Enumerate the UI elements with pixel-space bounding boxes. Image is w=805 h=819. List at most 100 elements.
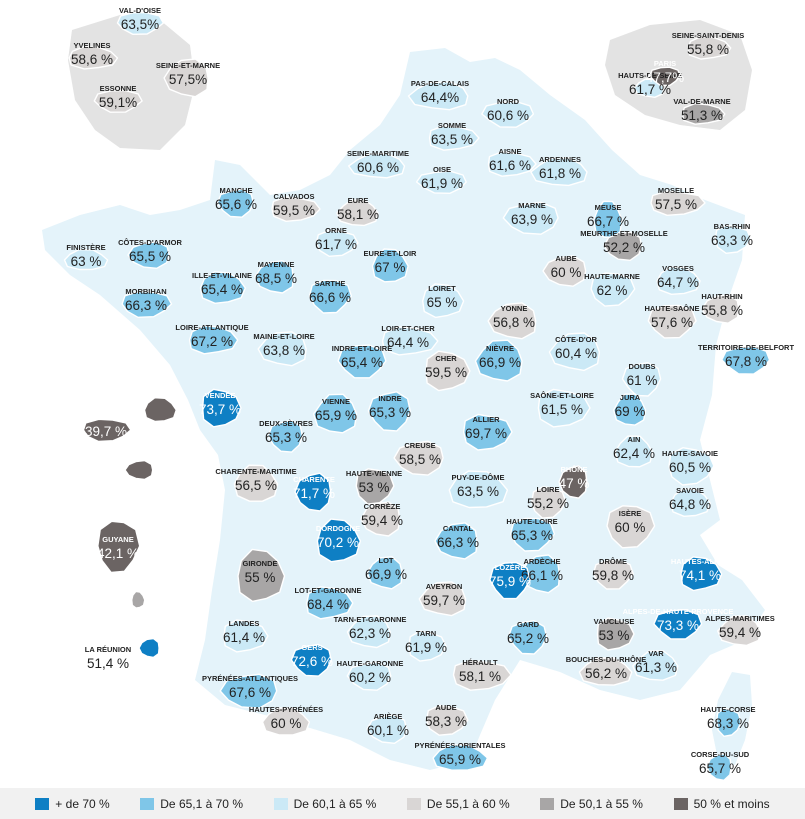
legend-swatch: [406, 797, 421, 810]
departement-shape: [82, 418, 132, 443]
departement-shape: [542, 255, 587, 287]
departement-shape: [687, 35, 732, 60]
departement-shape: [670, 488, 711, 517]
departement-name: CHARENTE-MARITIME: [215, 467, 296, 476]
map-labels: VAL-D'OISE 63,5% YVELINES 58,6 % SEINE-ET-MA…: [66, 6, 794, 776]
departement-shape: [452, 659, 512, 691]
departement-name: TARN: [416, 629, 436, 638]
departement-value: 52,2 %: [603, 240, 645, 255]
departement-name: MAYENNE: [258, 260, 295, 269]
departement-shape: [216, 188, 255, 218]
legend-item: De 65,1 à 70 %: [140, 797, 243, 811]
departement-value: 62,3 %: [349, 626, 391, 641]
departement-name: ISÈRE: [619, 509, 642, 518]
departement-shape: [418, 581, 467, 617]
departement-value: 56,8 %: [493, 315, 535, 330]
departement-value: 68,5 %: [255, 271, 297, 286]
departement-shape: [590, 272, 636, 307]
departement-shape: [336, 199, 379, 227]
departement-shape: [425, 350, 471, 392]
departement-value: 66,1 %: [521, 568, 563, 583]
departement-name: DRÔME: [599, 557, 627, 566]
departement-value: 61,9 %: [421, 176, 463, 191]
departement-shape: [121, 291, 173, 318]
departement-name: AUDE: [435, 703, 456, 712]
departement-value: 65,9 %: [439, 752, 481, 767]
departement-shape: [124, 459, 154, 481]
departement-shape: [463, 413, 513, 451]
departement-value: 70,2 %: [317, 535, 359, 550]
departement-shape: [656, 266, 701, 295]
departement-shape: [422, 283, 465, 319]
departement-value: 64,4 %: [387, 335, 429, 350]
departement-value: 47,7%: [646, 70, 684, 85]
departement-value: 58,5 %: [399, 452, 441, 467]
departement-name: ARDENNES: [539, 155, 581, 164]
departement-name: DOUBS: [628, 362, 655, 371]
departement-value: 66,3 %: [437, 535, 479, 550]
departement-name: CÔTES-D'ARMOR: [118, 238, 182, 247]
departement-value: 58,1 %: [459, 669, 501, 684]
departement-name: MEUSE: [595, 203, 622, 212]
departement-name: JURA: [620, 393, 641, 402]
departement-name: LOT-ET-GARONNE: [294, 586, 361, 595]
departement-name: MAINE-ET-LOIRE: [253, 332, 314, 341]
departement-shape: [355, 468, 395, 505]
departement-name: SEINE-MARITIME: [347, 149, 409, 158]
departement-name: VAUCLUSE: [594, 617, 635, 626]
departement-name: HÉRAULT: [462, 658, 498, 667]
departement-name: ARDÈCHE: [523, 557, 560, 566]
departement-name: PAS-DE-CALAIS: [411, 79, 469, 88]
departement-shape: [603, 231, 643, 261]
departement-name: LOT: [379, 556, 394, 565]
departement-name: SEINE-SAINT-DENIS: [672, 31, 745, 40]
departement-value: 61,7 %: [629, 82, 671, 97]
departement-shape: [127, 241, 170, 269]
departement-shape: [614, 435, 654, 468]
departement-shape: [271, 196, 321, 222]
departement-value: 63,9 %: [511, 212, 553, 227]
departement-shape: [487, 151, 537, 177]
departement-shape: [68, 45, 119, 70]
departement-shape: [261, 707, 311, 736]
departement-value: 51,3 %: [681, 108, 723, 123]
departement-shape: [714, 224, 752, 254]
departement-value: 69,7 %: [465, 426, 507, 441]
departement-shape: [290, 643, 332, 677]
departement-value: 74,1 %: [679, 568, 721, 583]
departement-shape: [237, 548, 286, 603]
departement-name: HAUTES-PYRÉNÉES: [249, 705, 323, 714]
departement-value: 55 %: [245, 570, 276, 585]
departement-shape: [408, 630, 447, 662]
departement-name: HAUTS-DE-SEINE: [618, 71, 682, 80]
departement-value: 61,5 %: [541, 402, 583, 417]
departement-shape: [647, 304, 697, 339]
departement-shape: [531, 486, 567, 519]
departement-name: HAUT-RHIN: [701, 292, 742, 301]
departement-value: 60,6 %: [357, 160, 399, 175]
legend-item: 50 % et moins: [673, 796, 770, 811]
departement-value: 65,9 %: [315, 408, 357, 423]
departement-value: 47 %: [559, 476, 590, 491]
departement-shape: [163, 58, 209, 98]
departement-value: 61 %: [627, 373, 658, 388]
departement-name: ORNE: [325, 226, 347, 235]
departement-shape: [717, 615, 762, 647]
departement-shape: [474, 339, 523, 382]
departement-name: CALVADOS: [274, 192, 315, 201]
departement-name: VAL-D'OISE: [119, 6, 161, 15]
departement-name: LOIRE: [537, 485, 560, 494]
departement-value: 55,8 %: [687, 42, 729, 57]
legend-label: 50 % et moins: [693, 796, 770, 811]
legend-swatch: [35, 797, 50, 810]
departement-value: 66,6 %: [309, 290, 351, 305]
departement-shape: [223, 619, 269, 653]
departement-shape: [530, 157, 588, 187]
departement-value: 61,6 %: [489, 158, 531, 173]
departement-shape: [653, 609, 703, 640]
departement-value: 63,8 %: [263, 343, 305, 358]
departement-shape: [415, 170, 467, 194]
departement-value: 66,3 %: [125, 298, 167, 313]
departement-shape: [502, 201, 559, 235]
departement-shape: [487, 302, 537, 340]
